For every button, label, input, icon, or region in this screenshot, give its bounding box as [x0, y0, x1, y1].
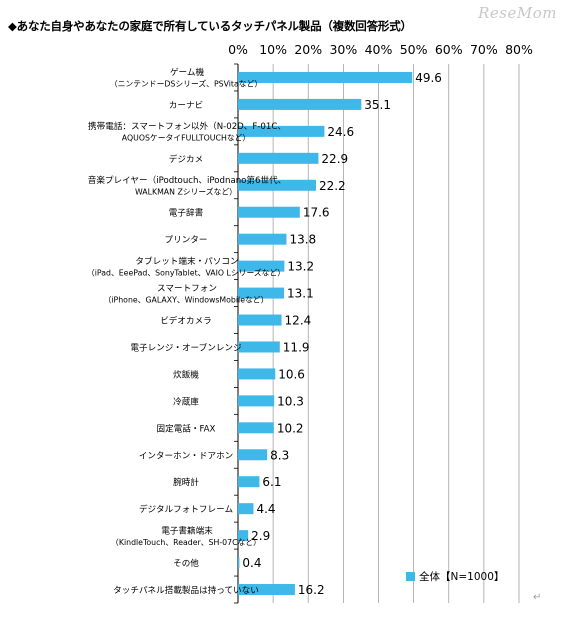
bar	[238, 476, 260, 488]
bar-value-label: 6.1	[262, 475, 281, 489]
x-tick-label: 60%	[435, 42, 463, 57]
bar-value-label: 10.3	[277, 394, 304, 408]
x-tick-label: 0%	[228, 42, 248, 57]
bar-value-label: 22.2	[319, 179, 346, 193]
bar-value-label: 24.6	[327, 125, 354, 139]
category-label: インターホン・ドアホン	[139, 450, 234, 461]
return-mark: ↵	[533, 592, 542, 603]
bar	[238, 422, 274, 434]
bar-value-label: 17.6	[303, 206, 330, 220]
category-label: ゲーム機	[170, 66, 205, 78]
category-label: AQUOSケータイFULLTOUCHなど）	[122, 134, 250, 143]
bar	[238, 125, 325, 137]
x-tick-label: 70%	[470, 42, 498, 57]
bar	[238, 530, 249, 542]
bar-value-label: 22.9	[321, 152, 348, 166]
bar	[238, 314, 282, 326]
chart-title: ◆あなた自身やあなたの家庭で所有しているタッチパネル製品（複数回答形式）	[8, 19, 412, 33]
category-label: （KindleTouch、Reader、SH-07Cなど）	[111, 538, 261, 547]
category-label: WALKMAN Zシリーズなど）	[135, 187, 237, 197]
category-label: 冷蔵庫	[173, 395, 199, 407]
bar-value-label: 49.6	[415, 71, 442, 85]
category-label: （ニンテンドーDSシリーズ、PSVitaなど）	[110, 79, 262, 89]
bar-value-label: 13.1	[287, 287, 314, 301]
x-tick-label: 50%	[400, 42, 428, 57]
bar-value-label: 4.4	[256, 502, 275, 516]
bar-value-label: 11.9	[283, 340, 310, 354]
category-label: 音楽プレイヤー（iPodtouch、iPodnano第6世代、	[88, 174, 287, 186]
bar-value-label: 35.1	[364, 98, 391, 112]
bar-value-label: 13.2	[287, 260, 314, 274]
category-label: タッチパネル搭載製品は持っていない	[113, 584, 259, 596]
bar-value-label: 13.8	[289, 233, 316, 247]
category-label: 腕時計	[173, 476, 199, 488]
bar-value-label: 2.9	[251, 529, 270, 543]
bar-value-label: 16.2	[298, 583, 325, 597]
category-label: （iPhone、GALAXY、WindowsMobileなど）	[104, 295, 269, 304]
bar	[238, 98, 362, 110]
category-label: その他	[173, 557, 199, 569]
bar-value-label: 10.2	[277, 421, 304, 435]
bar	[238, 71, 413, 83]
category-label: スマートフォン	[157, 284, 217, 294]
category-label: （iPad、EeePad、SonyTablet、VAIO Lシリーズなど）	[87, 267, 285, 277]
bar-value-label: 12.4	[285, 314, 312, 328]
bar	[238, 584, 295, 596]
category-label: デジカメ	[169, 153, 203, 165]
bar	[238, 179, 316, 191]
bar	[238, 152, 319, 164]
category-label: 携帯電話：スマートフォン以外（N-02D、F-01C、	[88, 120, 286, 132]
category-label: デジタルフォトフレーム	[139, 503, 234, 515]
category-label: カーナビ	[169, 100, 203, 111]
bar	[238, 503, 254, 515]
bar	[238, 287, 285, 299]
bar	[238, 395, 275, 407]
x-tick-label: 30%	[329, 42, 357, 57]
x-tick-label: 20%	[294, 42, 322, 57]
bar-value-label: 8.3	[270, 448, 289, 462]
bar	[238, 341, 280, 353]
category-label: プリンター	[165, 235, 208, 246]
legend-swatch	[406, 572, 415, 581]
category-label: 電子レンジ・オーブンレンジ	[130, 341, 242, 353]
x-tick-label: 10%	[259, 42, 287, 57]
legend-label: 全体【N=1000】	[419, 571, 505, 583]
bar	[238, 557, 240, 569]
category-label: 炊飯機	[173, 368, 199, 380]
bar-value-label: 0.4	[242, 556, 261, 570]
bar	[238, 368, 276, 380]
bar	[238, 233, 287, 245]
category-label: 電子辞書	[169, 207, 204, 219]
bar	[238, 449, 268, 461]
bar-value-label: 10.6	[278, 367, 305, 381]
category-label: 電子書籍端末	[161, 524, 213, 536]
category-label: ビデオカメラ	[160, 315, 212, 327]
category-label: 固定電話・FAX	[157, 422, 216, 434]
legend: 全体【N=1000】	[406, 569, 504, 584]
x-tick-label: 40%	[365, 42, 393, 57]
site-watermark: ReseMom	[478, 4, 557, 22]
bar	[238, 206, 300, 218]
x-tick-label: 80%	[505, 42, 533, 57]
category-label: タブレット端末・パソコン	[135, 255, 238, 267]
bar	[238, 260, 285, 272]
